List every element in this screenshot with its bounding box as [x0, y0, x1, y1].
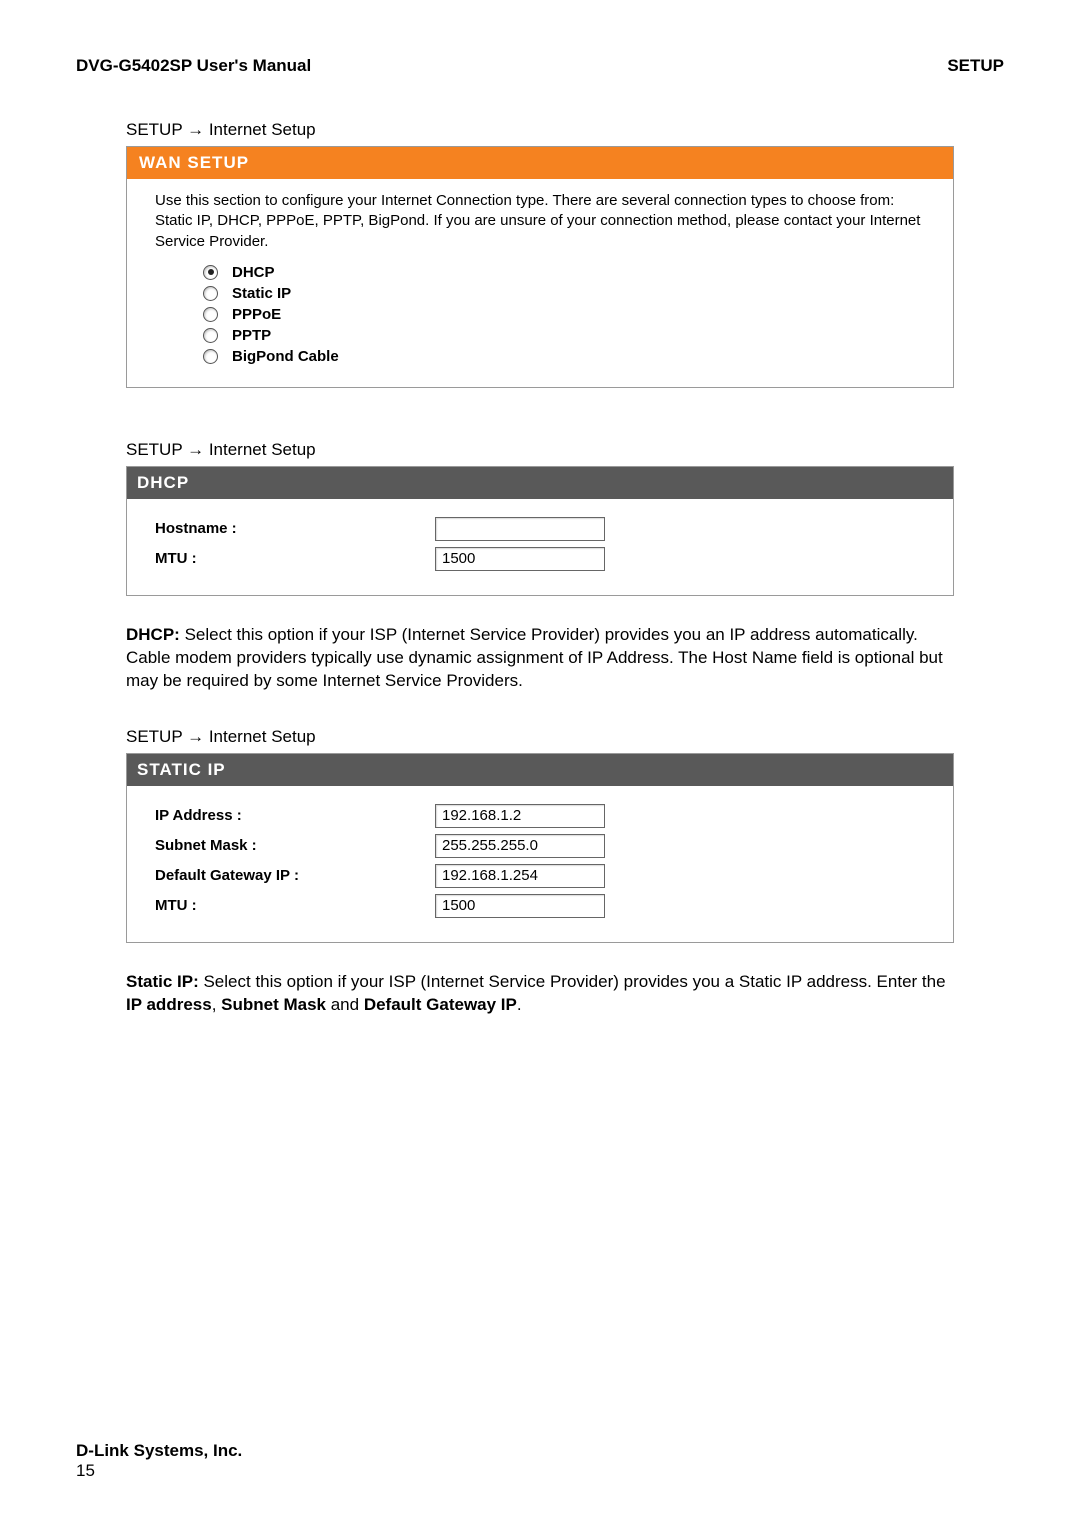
static-mtu-label: MTU : — [155, 897, 435, 914]
hostname-label: Hostname : — [155, 520, 435, 537]
radio-pppoe[interactable]: PPPoE — [203, 306, 925, 323]
static-mid3: and — [326, 995, 364, 1014]
page-footer: D-Link Systems, Inc. 15 — [76, 1441, 242, 1481]
dhcp-mtu-label: MTU : — [155, 550, 435, 567]
hostname-input[interactable] — [435, 517, 605, 541]
wan-setup-panel: WAN SETUP Use this section to configure … — [126, 146, 954, 388]
page-header: DVG-G5402SP User's Manual SETUP — [76, 56, 1004, 76]
radio-label: Static IP — [232, 285, 291, 302]
wan-setup-description: Use this section to configure your Inter… — [155, 191, 925, 252]
static-bold2: IP address — [126, 995, 212, 1014]
radio-icon — [203, 307, 218, 322]
dhcp-rest: Select this option if your ISP (Internet… — [126, 625, 943, 690]
ip-address-input[interactable] — [435, 804, 605, 828]
radio-label: BigPond Cable — [232, 348, 339, 365]
static-mid: Select this option if your ISP (Internet… — [199, 972, 946, 991]
radio-label: DHCP — [232, 264, 275, 281]
footer-page-number: 15 — [76, 1461, 242, 1481]
default-gateway-label: Default Gateway IP : — [155, 867, 435, 884]
static-bold4: Default Gateway IP — [364, 995, 517, 1014]
subnet-mask-label: Subnet Mask : — [155, 837, 435, 854]
radio-pptp[interactable]: PPTP — [203, 327, 925, 344]
breadcrumb: SETUP → Internet Setup — [126, 440, 954, 460]
static-end: . — [517, 995, 522, 1014]
ip-address-label: IP Address : — [155, 807, 435, 824]
wan-setup-title: WAN SETUP — [127, 147, 953, 179]
default-gateway-input[interactable] — [435, 864, 605, 888]
breadcrumb: SETUP → Internet Setup — [126, 120, 954, 140]
header-right: SETUP — [947, 56, 1004, 76]
static-bold1: Static IP: — [126, 972, 199, 991]
radio-label: PPTP — [232, 327, 271, 344]
breadcrumb: SETUP → Internet Setup — [126, 727, 954, 747]
dhcp-title: DHCP — [127, 467, 953, 499]
radio-bigpond[interactable]: BigPond Cable — [203, 348, 925, 365]
radio-icon — [203, 265, 218, 280]
dhcp-bold: DHCP: — [126, 625, 180, 644]
dhcp-description: DHCP: Select this option if your ISP (In… — [126, 624, 954, 693]
radio-icon — [203, 328, 218, 343]
radio-static-ip[interactable]: Static IP — [203, 285, 925, 302]
wan-radio-list: DHCP Static IP PPPoE PPTP — [155, 264, 925, 365]
static-ip-panel: STATIC IP IP Address : Subnet Mask : Def… — [126, 753, 954, 943]
subnet-mask-input[interactable] — [435, 834, 605, 858]
static-mtu-input[interactable] — [435, 894, 605, 918]
static-ip-title: STATIC IP — [127, 754, 953, 786]
footer-company: D-Link Systems, Inc. — [76, 1441, 242, 1461]
radio-dhcp[interactable]: DHCP — [203, 264, 925, 281]
radio-label: PPPoE — [232, 306, 281, 323]
radio-icon — [203, 349, 218, 364]
radio-icon — [203, 286, 218, 301]
static-ip-description: Static IP: Select this option if your IS… — [126, 971, 954, 1017]
dhcp-panel: DHCP Hostname : MTU : — [126, 466, 954, 596]
header-left: DVG-G5402SP User's Manual — [76, 56, 311, 76]
dhcp-mtu-input[interactable] — [435, 547, 605, 571]
static-bold3: Subnet Mask — [221, 995, 326, 1014]
static-mid2: , — [212, 995, 221, 1014]
